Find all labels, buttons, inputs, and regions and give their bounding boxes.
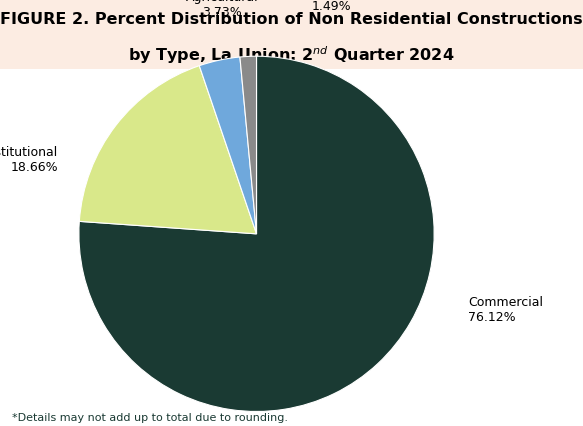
Wedge shape — [79, 57, 434, 412]
Text: Industrial
1.49%: Industrial 1.49% — [303, 0, 361, 14]
Text: FIGURE 2. Percent Distribution of Non Residential Constructions: FIGURE 2. Percent Distribution of Non Re… — [0, 12, 583, 27]
Text: *Details may not add up to total due to rounding.: *Details may not add up to total due to … — [12, 412, 287, 422]
Text: Institutional
18.66%: Institutional 18.66% — [0, 145, 58, 173]
Text: Commercial
76.12%: Commercial 76.12% — [468, 295, 543, 323]
Text: by Type, La Union: 2$^{nd}$ Quarter 2024: by Type, La Union: 2$^{nd}$ Quarter 2024 — [128, 44, 455, 66]
Wedge shape — [79, 66, 257, 234]
Text: Agricultural
3.73%: Agricultural 3.73% — [186, 0, 259, 19]
Wedge shape — [240, 57, 257, 234]
Wedge shape — [199, 58, 257, 234]
